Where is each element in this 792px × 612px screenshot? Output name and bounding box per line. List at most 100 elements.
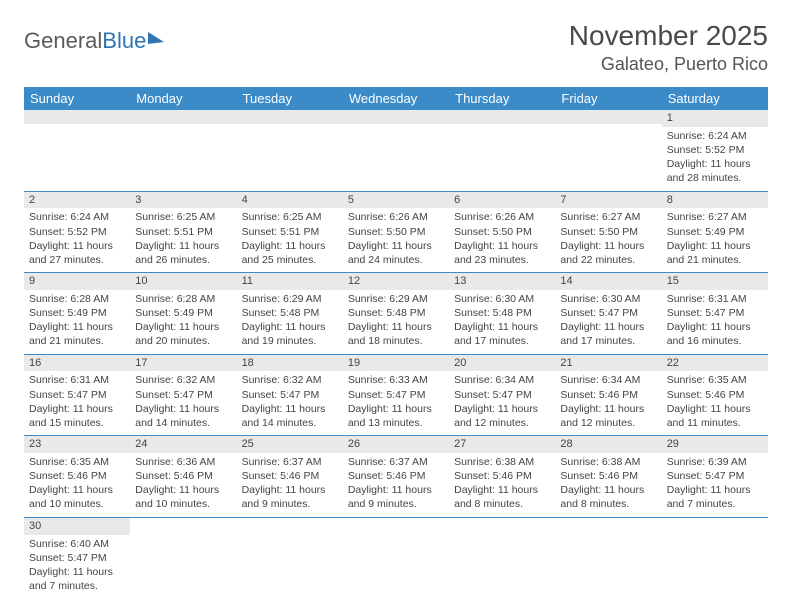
daylight-text: Daylight: 11 hours and 20 minutes. [135,320,231,348]
day-number: 4 [237,192,343,209]
day-header: Tuesday [237,87,343,110]
calendar-week-row: 23Sunrise: 6:35 AMSunset: 5:46 PMDayligh… [24,436,768,518]
day-details: Sunrise: 6:30 AMSunset: 5:47 PMDaylight:… [560,292,656,349]
daylight-text: Daylight: 11 hours and 11 minutes. [667,402,763,430]
day-number: 6 [449,192,555,209]
calendar-cell: 11Sunrise: 6:29 AMSunset: 5:48 PMDayligh… [237,273,343,355]
calendar-cell: 19Sunrise: 6:33 AMSunset: 5:47 PMDayligh… [343,354,449,436]
sunset-text: Sunset: 5:46 PM [242,469,338,483]
daylight-text: Daylight: 11 hours and 9 minutes. [348,483,444,511]
sunset-text: Sunset: 5:48 PM [454,306,550,320]
calendar-cell: 26Sunrise: 6:37 AMSunset: 5:46 PMDayligh… [343,436,449,518]
day-details: Sunrise: 6:34 AMSunset: 5:46 PMDaylight:… [560,373,656,430]
calendar-week-row: 30Sunrise: 6:40 AMSunset: 5:47 PMDayligh… [24,517,768,598]
day-header: Saturday [662,87,768,110]
daylight-text: Daylight: 11 hours and 14 minutes. [242,402,338,430]
calendar-cell [662,517,768,598]
calendar-cell: 16Sunrise: 6:31 AMSunset: 5:47 PMDayligh… [24,354,130,436]
sunrise-text: Sunrise: 6:31 AM [29,373,125,387]
daylight-text: Daylight: 11 hours and 7 minutes. [667,483,763,511]
calendar-cell: 17Sunrise: 6:32 AMSunset: 5:47 PMDayligh… [130,354,236,436]
day-details: Sunrise: 6:35 AMSunset: 5:46 PMDaylight:… [29,455,125,512]
day-details: Sunrise: 6:29 AMSunset: 5:48 PMDaylight:… [348,292,444,349]
daylight-text: Daylight: 11 hours and 22 minutes. [560,239,656,267]
calendar-cell: 27Sunrise: 6:38 AMSunset: 5:46 PMDayligh… [449,436,555,518]
day-header: Thursday [449,87,555,110]
calendar-cell: 29Sunrise: 6:39 AMSunset: 5:47 PMDayligh… [662,436,768,518]
sunset-text: Sunset: 5:47 PM [29,551,125,565]
day-number: 7 [555,192,661,209]
daylight-text: Daylight: 11 hours and 19 minutes. [242,320,338,348]
day-header-row: Sunday Monday Tuesday Wednesday Thursday… [24,87,768,110]
day-details: Sunrise: 6:38 AMSunset: 5:46 PMDaylight:… [454,455,550,512]
daylight-text: Daylight: 11 hours and 13 minutes. [348,402,444,430]
sunset-text: Sunset: 5:46 PM [454,469,550,483]
calendar-cell: 12Sunrise: 6:29 AMSunset: 5:48 PMDayligh… [343,273,449,355]
calendar-cell [343,517,449,598]
day-details: Sunrise: 6:28 AMSunset: 5:49 PMDaylight:… [29,292,125,349]
sunset-text: Sunset: 5:48 PM [242,306,338,320]
day-number-bar [24,110,130,124]
sunset-text: Sunset: 5:47 PM [667,469,763,483]
day-number: 14 [555,273,661,290]
sunset-text: Sunset: 5:46 PM [560,469,656,483]
calendar-cell: 21Sunrise: 6:34 AMSunset: 5:46 PMDayligh… [555,354,661,436]
day-number-bar [130,110,236,124]
daylight-text: Daylight: 11 hours and 14 minutes. [135,402,231,430]
sunset-text: Sunset: 5:50 PM [454,225,550,239]
calendar-cell: 28Sunrise: 6:38 AMSunset: 5:46 PMDayligh… [555,436,661,518]
sunset-text: Sunset: 5:47 PM [348,388,444,402]
day-details: Sunrise: 6:39 AMSunset: 5:47 PMDaylight:… [667,455,763,512]
daylight-text: Daylight: 11 hours and 9 minutes. [242,483,338,511]
calendar-cell [237,517,343,598]
sunrise-text: Sunrise: 6:26 AM [454,210,550,224]
day-number: 21 [555,355,661,372]
daylight-text: Daylight: 11 hours and 27 minutes. [29,239,125,267]
sunset-text: Sunset: 5:51 PM [242,225,338,239]
day-details: Sunrise: 6:38 AMSunset: 5:46 PMDaylight:… [560,455,656,512]
sunrise-text: Sunrise: 6:33 AM [348,373,444,387]
sunset-text: Sunset: 5:49 PM [135,306,231,320]
sunset-text: Sunset: 5:47 PM [454,388,550,402]
day-details: Sunrise: 6:27 AMSunset: 5:49 PMDaylight:… [667,210,763,267]
daylight-text: Daylight: 11 hours and 18 minutes. [348,320,444,348]
daylight-text: Daylight: 11 hours and 17 minutes. [560,320,656,348]
day-number: 15 [662,273,768,290]
calendar-cell: 15Sunrise: 6:31 AMSunset: 5:47 PMDayligh… [662,273,768,355]
daylight-text: Daylight: 11 hours and 12 minutes. [560,402,656,430]
sunset-text: Sunset: 5:49 PM [667,225,763,239]
calendar-cell [130,110,236,191]
day-number-bar [343,110,449,124]
day-header: Wednesday [343,87,449,110]
sunrise-text: Sunrise: 6:27 AM [667,210,763,224]
sunrise-text: Sunrise: 6:34 AM [560,373,656,387]
title-block: November 2025 Galateo, Puerto Rico [569,20,768,75]
calendar-cell: 20Sunrise: 6:34 AMSunset: 5:47 PMDayligh… [449,354,555,436]
day-details: Sunrise: 6:26 AMSunset: 5:50 PMDaylight:… [348,210,444,267]
calendar-cell [237,110,343,191]
day-number: 10 [130,273,236,290]
calendar-cell: 8Sunrise: 6:27 AMSunset: 5:49 PMDaylight… [662,191,768,273]
sunrise-text: Sunrise: 6:29 AM [348,292,444,306]
day-number-bar [343,518,449,532]
calendar-cell [130,517,236,598]
sunrise-text: Sunrise: 6:35 AM [29,455,125,469]
day-number: 5 [343,192,449,209]
daylight-text: Daylight: 11 hours and 7 minutes. [29,565,125,593]
daylight-text: Daylight: 11 hours and 10 minutes. [135,483,231,511]
day-number: 19 [343,355,449,372]
sunrise-text: Sunrise: 6:24 AM [667,129,763,143]
sunrise-text: Sunrise: 6:32 AM [242,373,338,387]
day-number: 17 [130,355,236,372]
sunset-text: Sunset: 5:51 PM [135,225,231,239]
page-title: November 2025 [569,20,768,52]
daylight-text: Daylight: 11 hours and 23 minutes. [454,239,550,267]
sunset-text: Sunset: 5:46 PM [29,469,125,483]
day-number: 2 [24,192,130,209]
sunrise-text: Sunrise: 6:34 AM [454,373,550,387]
calendar-week-row: 9Sunrise: 6:28 AMSunset: 5:49 PMDaylight… [24,273,768,355]
calendar-cell [449,517,555,598]
sunrise-text: Sunrise: 6:25 AM [135,210,231,224]
calendar-cell: 22Sunrise: 6:35 AMSunset: 5:46 PMDayligh… [662,354,768,436]
sunrise-text: Sunrise: 6:28 AM [135,292,231,306]
